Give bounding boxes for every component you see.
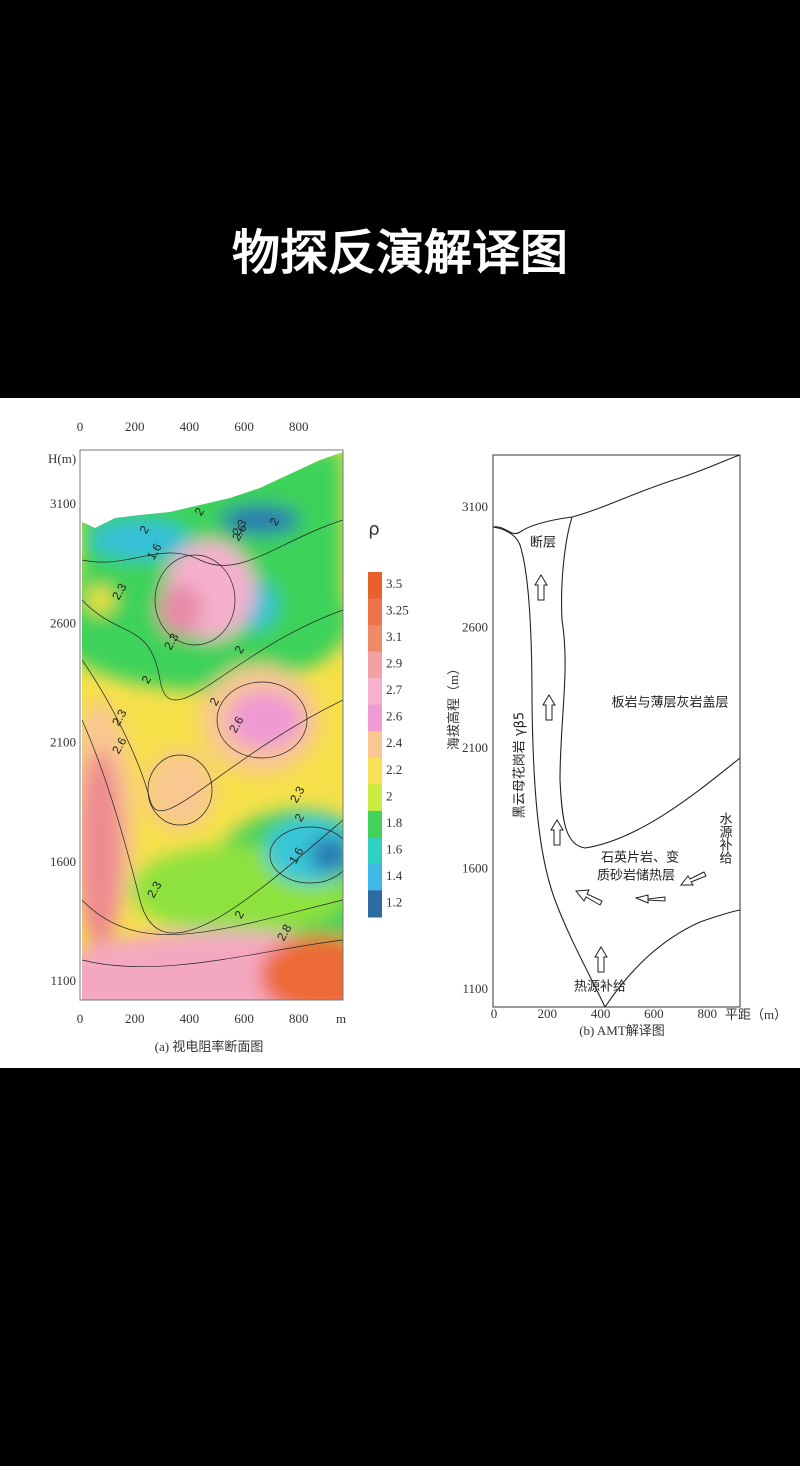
x-tick-label: 0 (491, 1006, 498, 1021)
granite-label: 黑云母花岗岩 γβ5 (512, 712, 528, 818)
plot-frame (79, 449, 344, 1001)
x-tick-label: 800 (289, 1011, 309, 1026)
x-tick-label: 200 (125, 1011, 145, 1026)
legend-swatch (368, 810, 382, 838)
y-tick-label: 1600 (462, 860, 488, 875)
legend-swatch (368, 572, 382, 600)
legend-swatch (368, 784, 382, 812)
heat-label: 热源补给 (574, 980, 626, 995)
legend-label: 2.2 (386, 762, 402, 777)
legend-swatch (368, 651, 382, 679)
reservoir-label: 石英片岩、变 (601, 850, 679, 866)
plot-frame (492, 454, 741, 1008)
caption: (a) 视电阻率断面图 (155, 1039, 264, 1054)
x-tick-label: 600 (644, 1006, 664, 1021)
flow-arrows (534, 574, 707, 973)
legend-label: 3.5 (386, 576, 402, 591)
title: 物探反演解译图 (232, 225, 568, 281)
water-label: 水源补给 (717, 812, 733, 864)
x-tick-label: 800 (697, 1006, 717, 1021)
legend-label: 3.1 (386, 629, 402, 644)
x-tick-label: 200 (125, 419, 145, 434)
x-tick-label: 400 (180, 419, 200, 434)
legend-label: 3.25 (386, 603, 409, 618)
y-tick-label: 1600 (50, 854, 76, 869)
geology-lines (492, 454, 741, 1008)
cap-label: 板岩与薄层灰岩盖层 (611, 696, 728, 711)
legend-swatch (368, 757, 382, 785)
legend-label: 2 (386, 788, 393, 803)
x-tick-label: 0 (77, 1011, 84, 1026)
y-tick-label: 1100 (50, 973, 76, 988)
legend-swatch (368, 678, 382, 706)
legend-swatch (368, 863, 382, 891)
fault-label: 断层 (530, 536, 556, 551)
legend-label: 1.6 (386, 841, 403, 856)
y-tick-label: 3100 (462, 499, 488, 514)
legend-label: 2.9 (386, 656, 402, 671)
legend-label: 2.4 (386, 735, 403, 750)
y-axis-label: 海拔高程（m） (446, 662, 461, 750)
y-tick-label: 3100 (50, 496, 76, 511)
y-tick-label: 2600 (462, 619, 488, 634)
x-tick-label: 200 (538, 1006, 558, 1021)
x-tick-label: 600 (234, 1011, 254, 1026)
x-unit: m (336, 1011, 346, 1026)
x-tick-label: 400 (180, 1011, 200, 1026)
y-tick-label: 2100 (462, 740, 488, 755)
y-tick-label: 2600 (50, 615, 76, 630)
legend-swatch (368, 837, 382, 865)
legend-swatch (368, 731, 382, 759)
legend-swatch (368, 704, 382, 732)
legend-title: ρ (368, 519, 379, 540)
legend-label: 1.8 (386, 815, 402, 830)
legend-label: 2.6 (386, 709, 403, 724)
y-tick-label: 1100 (462, 981, 488, 996)
y-axis-label: H(m) (48, 451, 76, 466)
x-axis-label: 平距（m） (725, 1007, 787, 1022)
x-tick-label: 0 (77, 419, 84, 434)
caption: (b) AMT解译图 (579, 1023, 665, 1038)
reservoir-label: 质砂岩储热层 (597, 869, 675, 884)
legend-swatch (368, 890, 382, 918)
legend-swatch (368, 625, 382, 653)
legend-label: 1.2 (386, 894, 402, 909)
x-tick-label: 400 (591, 1006, 611, 1021)
legend-label: 1.4 (386, 868, 403, 883)
legend-label: 2.7 (386, 682, 403, 697)
x-tick-label: 800 (289, 419, 309, 434)
legend-swatch (368, 598, 382, 626)
x-tick-label: 600 (234, 419, 254, 434)
y-tick-label: 2100 (50, 735, 76, 750)
